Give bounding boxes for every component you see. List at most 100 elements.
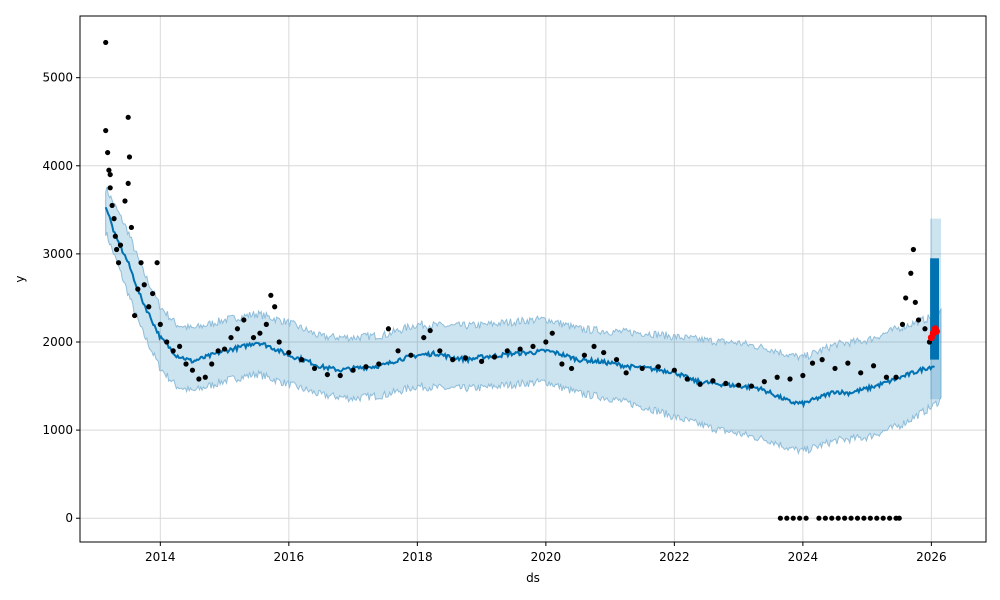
observed-point — [915, 317, 922, 323]
observed-point — [861, 515, 867, 521]
observed-point — [803, 515, 809, 521]
x-axis-label: ds — [526, 571, 540, 585]
uncertainty-interval — [105, 186, 942, 456]
observed-point — [157, 321, 163, 327]
observed-point — [530, 343, 536, 350]
observed-point — [883, 374, 890, 380]
observed-point — [797, 515, 803, 521]
observed-point — [103, 39, 109, 46]
observed-point — [311, 365, 318, 372]
observed-point — [842, 515, 848, 521]
observed-point — [581, 352, 588, 358]
observed-point — [829, 515, 835, 521]
observed-point — [639, 365, 645, 372]
observed-point — [164, 339, 170, 345]
forecast-line-group — [104, 206, 935, 409]
highlight-point — [933, 327, 941, 335]
future-forecast — [930, 258, 940, 360]
observed-point — [549, 330, 555, 336]
observed-point — [800, 372, 806, 379]
observed-point — [170, 348, 176, 354]
observed-point — [697, 381, 703, 387]
observed-point — [437, 348, 443, 354]
observed-point — [114, 246, 120, 253]
observed-point — [784, 515, 790, 521]
observed-point — [671, 367, 677, 373]
observed-point — [350, 367, 356, 373]
observed-point — [126, 154, 133, 160]
interval-band — [105, 186, 942, 456]
observed-point — [286, 349, 292, 356]
observed-point — [395, 348, 401, 354]
observed-point — [128, 224, 135, 231]
observed-point — [276, 339, 282, 345]
observed-point — [107, 171, 113, 178]
observed-point — [363, 364, 369, 370]
observed-point — [107, 185, 113, 191]
observed-point — [112, 233, 118, 239]
y-tick-label: 1000 — [42, 423, 73, 437]
observed-point — [154, 260, 160, 266]
observed-point — [241, 317, 247, 323]
observed-point — [257, 330, 263, 336]
observed-point — [141, 282, 147, 288]
observed-point — [132, 312, 138, 319]
x-tick-label: 2026 — [916, 550, 947, 564]
x-axis-ticks: 2014 2016 2018 2020 2022 2024 2026 — [145, 542, 947, 564]
observed-point — [385, 326, 392, 332]
observed-point — [543, 339, 549, 345]
observed-point — [234, 326, 241, 332]
observed-point — [790, 515, 796, 521]
observed-point — [903, 295, 909, 301]
observed-point — [122, 198, 128, 204]
observed-point — [899, 321, 906, 327]
observed-point — [893, 374, 899, 380]
observed-point — [150, 290, 156, 297]
observed-point — [870, 363, 877, 369]
y-axis-ticks: 0 1000 2000 3000 4000 5000 — [42, 71, 80, 525]
observed-point — [710, 378, 716, 384]
observed-point — [880, 515, 886, 521]
observed-point — [559, 361, 565, 367]
observed-point — [736, 382, 742, 388]
observed-point — [109, 202, 115, 209]
observed-point — [189, 367, 196, 373]
observed-point — [684, 376, 690, 382]
observed-point — [568, 365, 575, 372]
observed-point — [115, 260, 122, 266]
observed-point — [867, 515, 873, 521]
observed-point — [809, 360, 816, 366]
observed-point — [613, 357, 620, 363]
y-tick-label: 4000 — [42, 159, 73, 173]
observed-point — [816, 515, 822, 521]
observed-point — [117, 242, 124, 248]
observed-point — [478, 358, 485, 364]
observed-point — [761, 379, 767, 385]
observed-point — [748, 383, 755, 389]
y-tick-label: 2000 — [42, 335, 73, 349]
y-tick-label: 0 — [65, 511, 73, 525]
x-tick-label: 2014 — [145, 550, 176, 564]
observed-point — [845, 360, 851, 366]
observed-point — [896, 515, 902, 521]
forecast-line — [104, 206, 935, 409]
observed-point — [221, 346, 228, 352]
observed-point — [517, 346, 523, 352]
observed-point — [819, 357, 825, 363]
observed-point — [408, 352, 414, 358]
observed-point — [591, 343, 597, 350]
x-tick-label: 2020 — [531, 550, 562, 564]
observed-point — [908, 270, 914, 276]
observed-point — [601, 349, 607, 356]
observed-point — [910, 246, 916, 253]
observed-point — [491, 354, 498, 360]
observed-point — [215, 348, 221, 354]
x-tick-label: 2022 — [659, 550, 690, 564]
observed-point — [146, 304, 152, 310]
observed-point — [176, 343, 183, 350]
observed-point — [376, 361, 382, 367]
observed-point — [263, 321, 269, 327]
observed-point — [858, 370, 864, 376]
future-forecast-band — [930, 218, 942, 400]
